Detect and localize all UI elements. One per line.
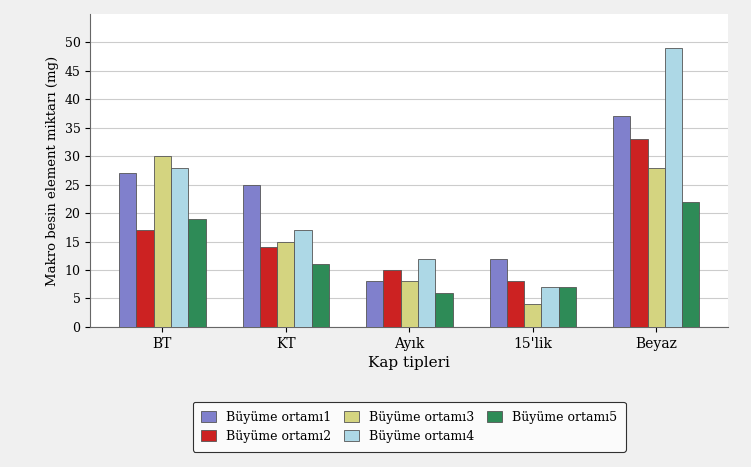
Bar: [154, 156, 171, 327]
Bar: [171, 168, 189, 327]
Legend: Büyüme ortamı1, Büyüme ortamı2, Büyüme ortamı3, Büyüme ortamı4, Büyüme ortamı5: Büyüme ortamı1, Büyüme ortamı2, Büyüme o…: [193, 402, 626, 452]
Bar: [119, 173, 137, 327]
Bar: [524, 304, 541, 327]
X-axis label: Kap tipleri: Kap tipleri: [368, 356, 451, 370]
Bar: [490, 259, 507, 327]
Bar: [137, 230, 154, 327]
Bar: [277, 241, 294, 327]
Bar: [541, 287, 559, 327]
Bar: [559, 287, 576, 327]
Bar: [507, 282, 524, 327]
Bar: [312, 264, 329, 327]
Bar: [383, 270, 400, 327]
Bar: [682, 202, 699, 327]
Bar: [418, 259, 436, 327]
Bar: [189, 219, 206, 327]
Bar: [647, 168, 665, 327]
Bar: [613, 116, 630, 327]
Bar: [665, 48, 682, 327]
Bar: [260, 247, 277, 327]
Bar: [366, 282, 383, 327]
Bar: [400, 282, 418, 327]
Bar: [436, 293, 453, 327]
Y-axis label: Makro besin element miktarı (mg): Makro besin element miktarı (mg): [46, 56, 59, 285]
Bar: [630, 139, 647, 327]
Bar: [243, 184, 260, 327]
Bar: [294, 230, 312, 327]
